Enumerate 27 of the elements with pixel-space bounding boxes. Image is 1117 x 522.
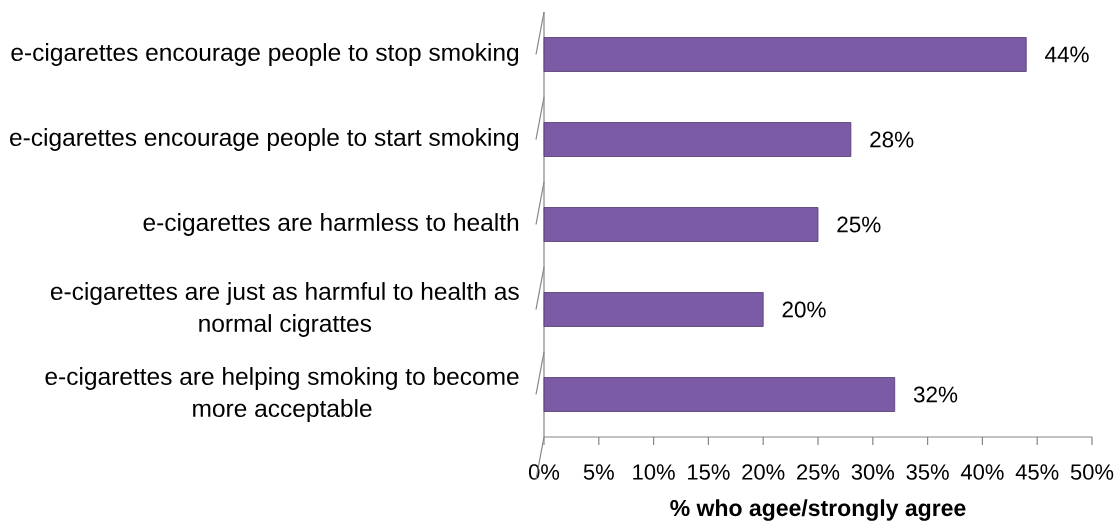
x-tick-label: 35% xyxy=(906,464,949,480)
x-tick-label: 45% xyxy=(1015,464,1059,480)
x-tick-label: 15% xyxy=(688,464,730,480)
bar xyxy=(543,37,1027,72)
bar xyxy=(543,122,852,157)
data-label: 20% xyxy=(782,301,826,318)
y-tick-label: e-cigarettes encourage people to start smoking xyxy=(10,128,519,151)
y-tick-label: e-cigarettes are helping smoking to become more acceptable xyxy=(45,367,519,422)
x-tick-label: 40% xyxy=(960,464,1004,480)
data-label: 28% xyxy=(870,131,914,148)
bar xyxy=(543,207,819,242)
data-label: 25% xyxy=(837,216,881,233)
y-tick-label: e-cigarettes are just as harmful to health as normal cigrattes xyxy=(50,282,519,337)
x-tick-label: 30% xyxy=(851,464,895,480)
data-label: 44% xyxy=(1045,46,1089,63)
y-tick-label: e-cigarettes are harmless to health xyxy=(143,213,519,236)
x-tick-label: 50% xyxy=(1070,464,1114,480)
x-tick-label: 25% xyxy=(797,464,840,480)
x-tick-label: 20% xyxy=(742,464,785,480)
x-tick-label: 0% xyxy=(528,464,560,480)
x-tick-label: 10% xyxy=(633,464,675,480)
x-tick-label: 5% xyxy=(583,464,614,480)
bar xyxy=(543,292,764,327)
y-tick-label: e-cigarettes encourage people to stop smoking xyxy=(11,43,519,66)
data-label: 32% xyxy=(913,386,958,403)
bar xyxy=(543,377,896,412)
x-axis-title: % who agee/strongly agree xyxy=(670,499,966,521)
